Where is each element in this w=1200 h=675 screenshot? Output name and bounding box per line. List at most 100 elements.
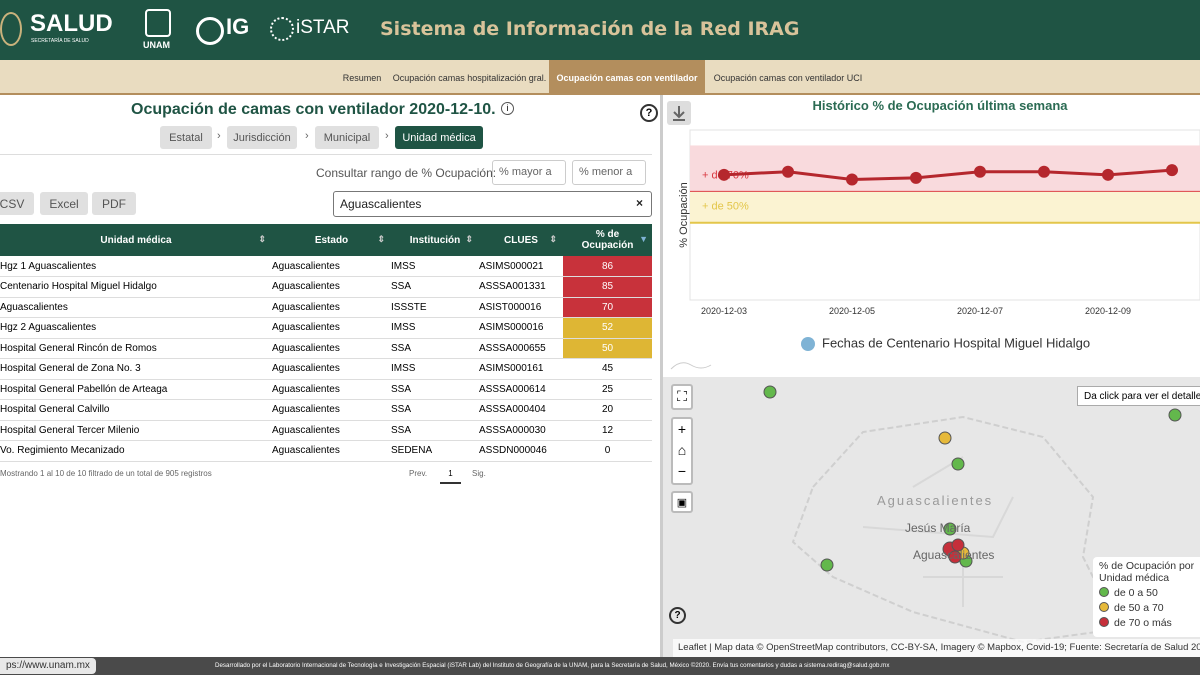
- level-button[interactable]: Estatal: [160, 126, 212, 149]
- table-cell: Aguascalientes: [272, 399, 391, 421]
- level-button[interactable]: Municipal: [315, 126, 379, 149]
- zoom-controls: + ⌂ −: [671, 417, 693, 485]
- column-header[interactable]: Estado ⇕: [272, 224, 391, 256]
- map[interactable]: Aguascalientes Jesús María Aguascaliente…: [663, 377, 1200, 657]
- max-input[interactable]: % menor a: [572, 160, 646, 185]
- table-cell: ASSSA000404: [479, 399, 563, 421]
- map-help[interactable]: ?: [669, 607, 686, 624]
- series-line: [723, 168, 1173, 181]
- hospital-marker[interactable]: [948, 550, 962, 564]
- table-cell: ASIMS000161: [479, 358, 563, 380]
- search-input[interactable]: Aguascalientes ×: [333, 191, 652, 217]
- table-cell: SSA: [391, 276, 479, 298]
- data-point[interactable]: [1038, 165, 1050, 178]
- column-header[interactable]: Institución ⇕: [391, 224, 479, 256]
- table-cell: IMSS: [391, 256, 479, 277]
- data-point[interactable]: [974, 165, 986, 178]
- map-attribution: Leaflet | Map data © OpenStreetMap contr…: [673, 639, 1200, 657]
- level-button[interactable]: Unidad médica: [395, 126, 483, 149]
- legend-title: % de Ocupación por Unidad médica: [1099, 560, 1195, 584]
- legend-swatch: [1099, 602, 1109, 612]
- table-cell: SSA: [391, 338, 479, 359]
- table-cell: ASSSA000655: [479, 338, 563, 359]
- roads: [862, 456, 1014, 607]
- data-point[interactable]: [782, 165, 794, 178]
- sort-icon: ⇕: [377, 234, 385, 244]
- data-point[interactable]: [846, 173, 858, 186]
- prev-page[interactable]: Prev.: [409, 469, 428, 478]
- threshold-band: [690, 191, 1200, 223]
- table-cell: Hospital General Tercer Milenio: [0, 420, 272, 441]
- fullscreen-button[interactable]: ⛶: [671, 384, 693, 410]
- next-page[interactable]: Sig.: [472, 469, 486, 478]
- hospital-marker[interactable]: [938, 431, 952, 445]
- data-point[interactable]: [1166, 164, 1178, 177]
- data-point[interactable]: [718, 168, 730, 181]
- legend-label: de 0 a 50: [1114, 587, 1158, 599]
- export-button[interactable]: CSV: [0, 192, 34, 215]
- table-cell: ASIST000016: [479, 297, 563, 318]
- info-icon[interactable]: i: [501, 102, 514, 115]
- column-header[interactable]: % de Ocupación ▼: [563, 224, 652, 256]
- table-cell: Aguascalientes: [272, 276, 391, 298]
- level-button[interactable]: Jurisdicción: [227, 126, 297, 149]
- table-cell: Hospital General Rincón de Romos: [0, 338, 272, 359]
- export-button[interactable]: PDF: [92, 192, 136, 215]
- nav-tab[interactable]: Ocupación camas hospitalización gral.: [392, 72, 547, 83]
- occupancy-cell: 20: [563, 399, 652, 421]
- table-cell: SSA: [391, 399, 479, 421]
- chevron: ›: [217, 130, 221, 142]
- x-tick-label: 2020-12-07: [957, 306, 1003, 316]
- legend-swatch: [1099, 617, 1109, 627]
- hospital-marker[interactable]: [820, 558, 834, 572]
- hospital-marker[interactable]: [951, 538, 965, 552]
- sort-icon: ▼: [639, 234, 648, 244]
- zoom-in[interactable]: +: [677, 421, 687, 437]
- legend-label: de 70 o más: [1114, 617, 1172, 629]
- table-cell: Vo. Regimiento Mecanizado: [0, 440, 272, 462]
- nav-tab[interactable]: Resumen: [342, 72, 382, 83]
- home-button[interactable]: ⌂: [677, 442, 687, 458]
- table-cell: Aguascalientes: [272, 440, 391, 462]
- sort-icon: ⇕: [258, 234, 266, 244]
- print-button[interactable]: ▣: [671, 491, 693, 513]
- table-cell: Aguascalientes: [0, 297, 272, 318]
- hospital-marker[interactable]: [1168, 408, 1182, 422]
- chevron: ›: [385, 130, 389, 142]
- table-cell: Aguascalientes: [272, 297, 391, 318]
- sort-icon: ⇕: [549, 234, 557, 244]
- table-cell: Aguascalientes: [272, 358, 391, 380]
- logo-salud-sub: SECRETARÍA DE SALUD: [31, 38, 89, 44]
- map-tooltip: Da click para ver el detalle: [1077, 386, 1200, 406]
- hospital-marker[interactable]: [763, 385, 777, 399]
- occupancy-cell: 50: [563, 338, 652, 359]
- data-point[interactable]: [1102, 168, 1114, 181]
- legend-label[interactable]: Fechas de Centenario Hospital Miguel Hid…: [822, 335, 1090, 350]
- min-input[interactable]: % mayor a: [492, 160, 566, 185]
- hospital-marker[interactable]: [943, 522, 957, 536]
- nav-tab[interactable]: Ocupación camas con ventilador UCI: [713, 72, 863, 83]
- nav-tab[interactable]: Ocupación camas con ventilador: [549, 60, 705, 95]
- data-point[interactable]: [910, 171, 922, 184]
- zoom-out[interactable]: −: [677, 463, 687, 479]
- logo-ig: IG: [226, 14, 250, 39]
- table-cell: ASIMS000021: [479, 256, 563, 277]
- nav-bar: Resumen Ocupación camas hospitalización g…: [0, 60, 1200, 95]
- current-page[interactable]: 1: [440, 467, 461, 484]
- column-label: Estado: [314, 234, 349, 246]
- export-button[interactable]: Excel: [40, 192, 88, 215]
- table-cell: Aguascalientes: [272, 317, 391, 339]
- footer-credits: Desarrollado por el Laboratorio Internac…: [215, 662, 890, 669]
- help-icon[interactable]: ?: [640, 104, 658, 122]
- hospital-marker[interactable]: [951, 457, 965, 471]
- y-axis-label: % Ocupación: [678, 182, 690, 247]
- clear-search[interactable]: ×: [635, 196, 643, 210]
- legend-item: de 0 a 50: [1099, 587, 1200, 599]
- column-header[interactable]: CLUES ⇕: [479, 224, 563, 256]
- logo-istar: iSTAR: [296, 17, 350, 38]
- table-cell: Aguascalientes: [272, 256, 391, 277]
- panel-separator: [660, 95, 663, 657]
- column-header[interactable]: Unidad médica ⇕: [0, 224, 272, 256]
- range-label: Consultar rango de % Ocupación:: [316, 166, 497, 180]
- occupancy-cell: 86: [563, 256, 652, 277]
